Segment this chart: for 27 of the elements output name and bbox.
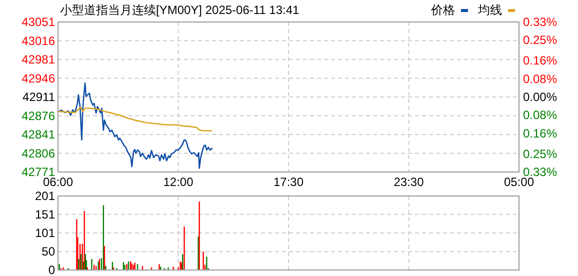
y-tick-label: 101	[34, 226, 56, 240]
y2-tick-label: 0.33%	[523, 15, 558, 29]
y2-tick-label: 0.25%	[523, 146, 558, 161]
y2-tick-label: 0.16%	[523, 126, 558, 140]
y2-tick-label: 0.08%	[523, 72, 558, 86]
y2-tick-label: 0.00%	[523, 90, 558, 104]
x-tick-label: 12:00	[163, 175, 194, 189]
y-tick-label: 42841	[22, 128, 56, 142]
y-tick-label: 42981	[22, 52, 56, 66]
y-tick-label: 50	[42, 244, 56, 259]
y2-tick-label: 0.16%	[523, 54, 558, 68]
legend-label: 价格	[430, 3, 455, 17]
y-tick-label: 151	[34, 207, 56, 222]
x-tick-label: 23:30	[394, 175, 424, 189]
y-tick-label: 43051	[22, 15, 56, 29]
y-tick-label: 42806	[22, 146, 56, 160]
y-tick-label: 43016	[22, 34, 56, 48]
y2-tick-label: 0.08%	[523, 108, 558, 122]
y-tick-label: 42946	[22, 71, 56, 86]
legend-label: 均线	[477, 3, 502, 17]
y-tick-label: 42911	[22, 90, 56, 104]
y-tick-label: 42876	[22, 108, 56, 123]
y-tick-label: 0	[48, 263, 56, 276]
y2-tick-label: 0.25%	[523, 33, 558, 48]
y-tick-label: 201	[34, 189, 56, 203]
x-tick-label: 17:30	[273, 175, 304, 189]
chart-title: 小型道指当月连续[YM00Y] 2025-06-11 13:41	[60, 3, 300, 17]
